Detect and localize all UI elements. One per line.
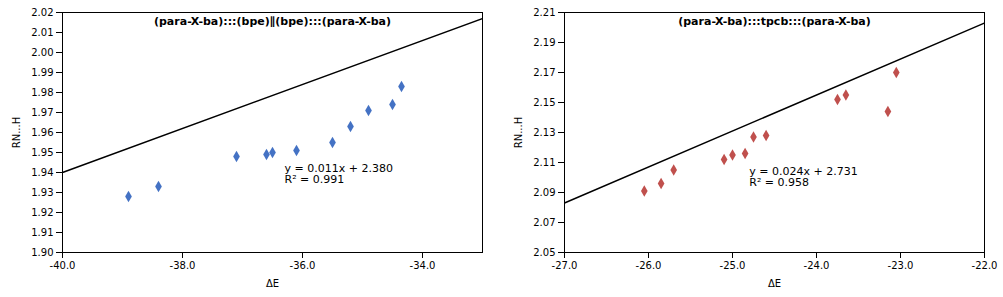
svg-text:1.91: 1.91: [31, 227, 53, 238]
svg-text:2.00: 2.00: [31, 47, 53, 58]
svg-text:2.17: 2.17: [533, 67, 555, 78]
svg-text:1.95: 1.95: [31, 147, 53, 158]
svg-text:(para-X-ba):::(bpe)∥(bpe):::(p: (para-X-ba):::(bpe)∥(bpe):::(para-X-ba): [154, 15, 391, 28]
svg-text:-25.0: -25.0: [720, 260, 746, 271]
svg-text:1.92: 1.92: [31, 207, 53, 218]
svg-text:1.98: 1.98: [31, 87, 53, 98]
svg-text:(para-X-ba):::tpcb:::(para-X-b: (para-X-ba):::tpcb:::(para-X-ba): [678, 15, 871, 28]
svg-text:y = 0.024x + 2.731R² = 0.958: y = 0.024x + 2.731R² = 0.958: [749, 165, 857, 189]
svg-text:-23.0: -23.0: [888, 260, 914, 271]
svg-text:1.97: 1.97: [31, 107, 53, 118]
svg-text:1.94: 1.94: [31, 167, 53, 178]
svg-text:-36.0: -36.0: [290, 260, 316, 271]
svg-text:2.11: 2.11: [533, 157, 555, 168]
svg-text:-26.0: -26.0: [636, 260, 662, 271]
svg-text:ΔE: ΔE: [266, 278, 279, 289]
svg-text:2.07: 2.07: [533, 217, 555, 228]
svg-text:2.15: 2.15: [533, 97, 555, 108]
svg-text:RN...H: RN...H: [513, 117, 524, 148]
svg-text:2.13: 2.13: [533, 127, 555, 138]
svg-text:2.19: 2.19: [533, 37, 555, 48]
svg-text:1.90: 1.90: [31, 247, 53, 258]
svg-text:-27.0: -27.0: [552, 260, 578, 271]
svg-text:2.02: 2.02: [31, 7, 53, 18]
svg-text:-38.0: -38.0: [170, 260, 196, 271]
svg-text:2.05: 2.05: [533, 247, 555, 258]
svg-text:2.09: 2.09: [533, 187, 555, 198]
svg-text:1.93: 1.93: [31, 187, 53, 198]
svg-text:1.96: 1.96: [31, 127, 53, 138]
svg-text:2.01: 2.01: [31, 27, 53, 38]
svg-text:RN...H: RN...H: [11, 117, 22, 148]
svg-text:-34.0: -34.0: [410, 260, 436, 271]
svg-text:ΔE: ΔE: [768, 278, 781, 289]
svg-text:y = 0.011x + 2.380R² = 0.991: y = 0.011x + 2.380R² = 0.991: [285, 162, 393, 186]
svg-text:-24.0: -24.0: [804, 260, 830, 271]
svg-text:-40.0: -40.0: [50, 260, 76, 271]
svg-text:1.99: 1.99: [31, 67, 53, 78]
svg-text:-22.0: -22.0: [972, 260, 998, 271]
svg-text:2.21: 2.21: [533, 7, 555, 18]
